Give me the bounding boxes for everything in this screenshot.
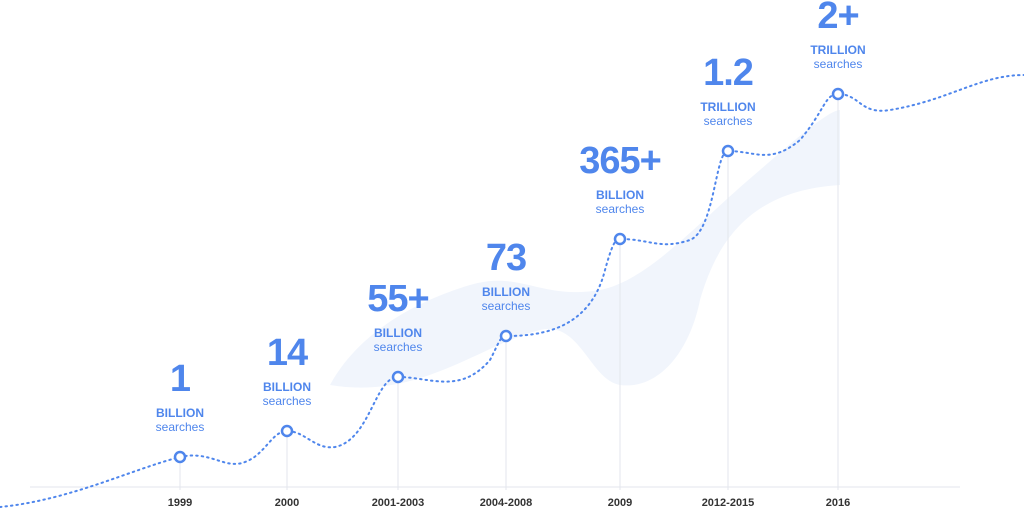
milestone-number: 55+	[367, 278, 428, 320]
milestone-label: searches	[374, 340, 423, 354]
milestone-point	[499, 329, 513, 343]
background-shape	[330, 110, 840, 388]
milestone-point	[831, 87, 845, 101]
milestone-label: searches	[482, 299, 531, 313]
milestone-year: 2009	[608, 497, 632, 509]
milestone-year: 1999	[168, 497, 192, 509]
milestone-point	[173, 450, 187, 464]
milestone-number: 14	[267, 332, 308, 374]
milestone-unit: TRILLION	[810, 43, 865, 57]
milestone-label: searches	[156, 420, 205, 434]
milestone-label: searches	[814, 57, 863, 71]
milestone-unit: TRILLION	[700, 100, 755, 114]
milestone-unit: BILLION	[596, 188, 644, 202]
milestone-unit: BILLION	[156, 406, 204, 420]
milestone-unit: BILLION	[374, 326, 422, 340]
milestone-year: 2001-2003	[372, 497, 425, 509]
milestone-number: 1.2	[703, 52, 753, 94]
milestone-year: 2016	[826, 497, 850, 509]
milestone-year: 2000	[275, 497, 299, 509]
milestone-year: 2004-2008	[480, 497, 533, 509]
milestone-point	[280, 424, 294, 438]
milestone-number: 1	[170, 358, 191, 400]
milestone-number: 365+	[579, 140, 661, 182]
milestone-point	[721, 144, 735, 158]
milestone-unit: BILLION	[482, 285, 530, 299]
milestone-unit: BILLION	[263, 380, 311, 394]
milestone-number: 2+	[817, 0, 858, 37]
milestone-year: 2012-2015	[702, 497, 755, 509]
trend-curve	[0, 74, 1024, 508]
milestone-label: searches	[704, 114, 753, 128]
milestone-point	[391, 370, 405, 384]
milestone-point	[613, 232, 627, 246]
milestone-label: searches	[596, 202, 645, 216]
milestone-label: searches	[263, 394, 312, 408]
milestone-number: 73	[486, 237, 526, 279]
